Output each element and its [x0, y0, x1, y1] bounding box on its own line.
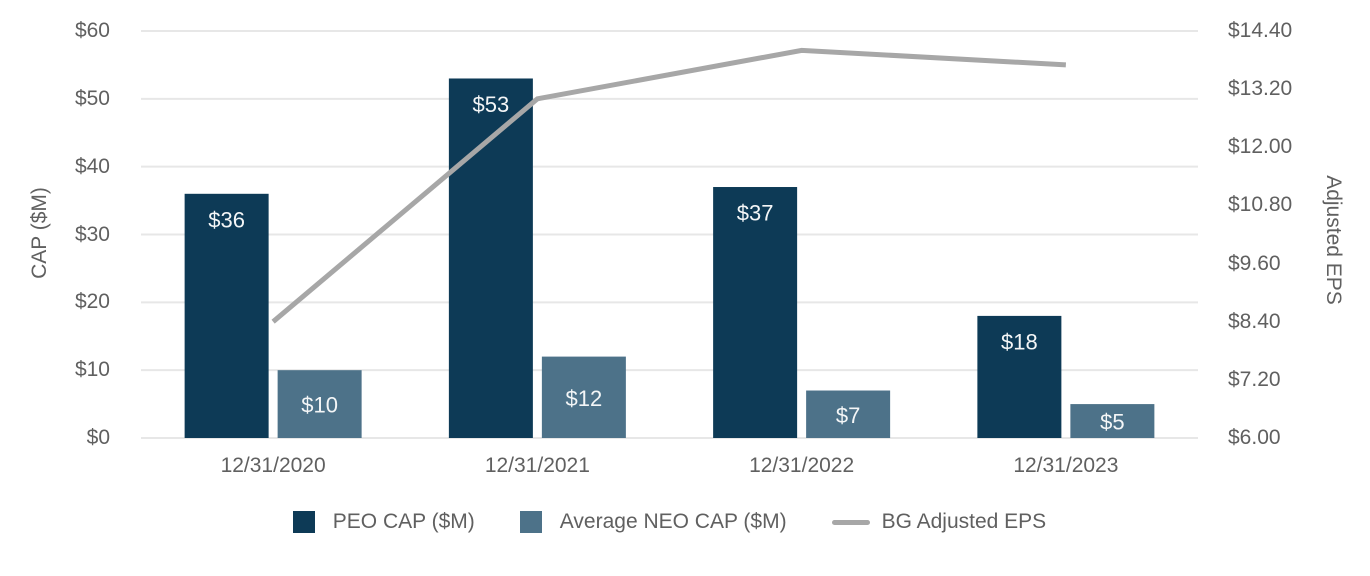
right-axis-title: Adjusted EPS	[1322, 175, 1345, 305]
bar-value-label: $36	[208, 207, 245, 232]
bar-value-label: $12	[566, 386, 603, 411]
neo-cap-bar	[541, 356, 626, 438]
neo-cap-bar	[277, 370, 362, 438]
legend-label: PEO CAP ($M)	[332, 510, 475, 533]
peo-cap-bar	[184, 193, 269, 438]
bar-value-label: $53	[473, 92, 510, 117]
eps-line	[271, 47, 1067, 324]
right-axis-tick: $14.40	[1228, 19, 1293, 42]
legend: PEO CAP ($M) Average NEO CAP ($M) BG Adj…	[141, 510, 1198, 534]
right-axis-tick: $10.80	[1228, 193, 1293, 217]
right-axis-tick: $8.40	[1228, 309, 1281, 333]
neo-cap-bar	[806, 390, 891, 438]
right-axis-tick: $7.20	[1228, 367, 1281, 391]
legend-label: BG Adjusted EPS	[881, 510, 1047, 533]
left-axis-title: CAP ($M)	[28, 187, 51, 279]
bar-value-label: $7	[836, 403, 860, 428]
right-axis-tick: $13.20	[1228, 77, 1293, 101]
peo-cap-bar	[448, 78, 533, 438]
x-axis-label: 12/31/2023	[1013, 454, 1119, 477]
bar-value-label: $5	[1100, 410, 1124, 435]
left-axis-tick: $40	[74, 154, 110, 178]
legend-item-peo-cap: PEO CAP ($M)	[292, 510, 475, 534]
legend-item-eps-line: BG Adjusted EPS	[831, 510, 1047, 534]
bar-value-label: $10	[301, 393, 338, 418]
eps-line-swatch	[831, 519, 870, 525]
x-axis-label: 12/31/2020	[220, 454, 326, 477]
neo-cap-bar	[1070, 404, 1155, 438]
legend-item-neo-cap: Average NEO CAP ($M)	[519, 510, 787, 534]
peo-cap-bar	[977, 315, 1062, 438]
right-axis-tick: $9.60	[1228, 251, 1281, 275]
left-axis-tick: $0	[86, 426, 110, 449]
right-axis-tick: $6.00	[1228, 426, 1281, 449]
bar-value-label: $18	[1001, 329, 1038, 354]
bar-value-label: $37	[737, 201, 774, 226]
x-axis-label: 12/31/2021	[484, 454, 590, 477]
left-axis-tick: $50	[74, 86, 110, 110]
peo-cap-swatch	[292, 511, 315, 533]
neo-cap-swatch	[519, 511, 542, 533]
left-axis-tick: $20	[74, 290, 110, 314]
left-axis-tick: $60	[74, 19, 110, 42]
peo-cap-bar	[713, 187, 798, 438]
left-axis-tick: $30	[74, 222, 110, 246]
legend-label: Average NEO CAP ($M)	[559, 510, 787, 533]
right-axis-tick: $12.00	[1228, 135, 1293, 159]
left-axis-tick: $10	[74, 358, 110, 382]
x-axis-label: 12/31/2022	[749, 454, 855, 477]
